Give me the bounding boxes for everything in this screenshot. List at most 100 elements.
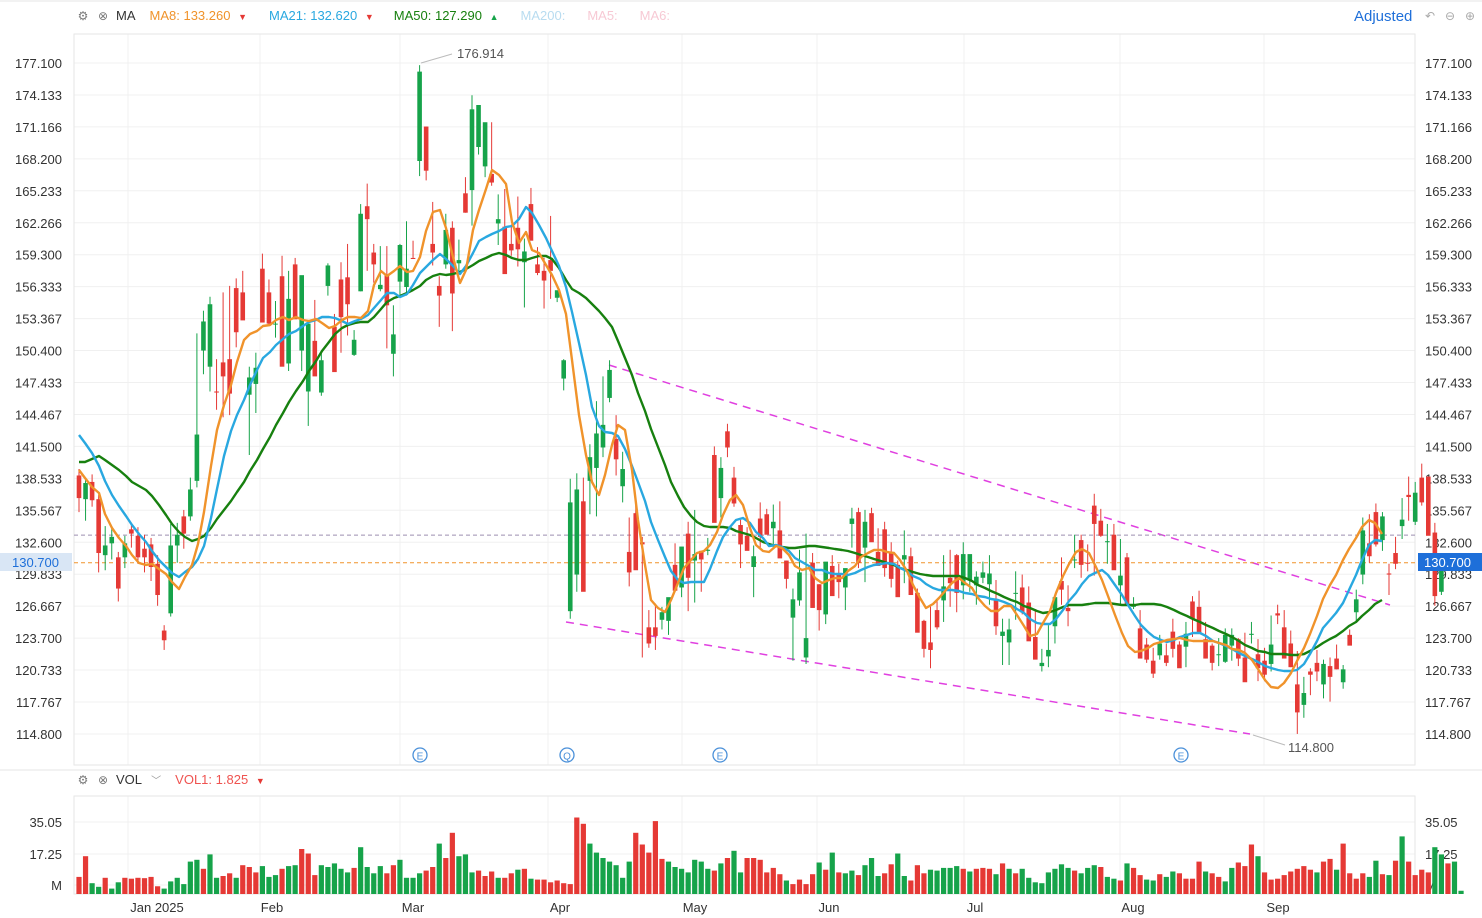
event-marker-e — [412, 747, 428, 763]
y-tick-label: 162.266 — [1425, 216, 1472, 231]
volume-bar — [816, 862, 822, 894]
candle-body — [705, 549, 711, 551]
volume-bar — [659, 858, 665, 894]
volume-bar — [246, 867, 252, 894]
volume-bar — [1072, 870, 1078, 894]
volume-bar — [1353, 878, 1359, 894]
y-tick-label: 147.433 — [1425, 376, 1472, 391]
volume-bar — [528, 878, 534, 894]
candle-body — [463, 193, 468, 213]
candle-body — [273, 323, 278, 325]
down-arrow-icon: ▼ — [364, 12, 374, 22]
candle-body — [757, 518, 763, 537]
volume-bar — [423, 870, 429, 894]
volume-bar — [724, 858, 731, 894]
volume-bar — [554, 880, 560, 894]
y-tick-label: 168.200 — [15, 152, 62, 167]
volume-bar — [1347, 873, 1353, 894]
volume-bar — [882, 873, 888, 894]
candle-body — [319, 360, 324, 393]
ma50-legend[interactable]: MA50: 127.290 ▲ — [394, 8, 499, 23]
candle-body — [600, 424, 606, 448]
volume-bar — [1406, 861, 1412, 894]
candle-body — [980, 572, 986, 578]
candle-body — [1386, 573, 1392, 575]
volume-bar — [515, 869, 521, 894]
volume-bar — [1399, 836, 1405, 894]
volume-bar — [652, 821, 658, 894]
volume-bar — [888, 864, 894, 894]
volume-bar — [305, 853, 311, 894]
ma200-legend[interactable]: MA200: — [520, 8, 566, 23]
candle-body — [902, 555, 907, 560]
x-tick-label: Jun — [819, 900, 840, 915]
y-tick-label: 159.300 — [1425, 248, 1472, 263]
volume-bar — [82, 856, 89, 894]
volume-bar — [279, 868, 285, 894]
volume-bar — [606, 861, 613, 894]
volume-bar — [115, 882, 121, 894]
candle-body — [351, 339, 357, 355]
volume-bar — [868, 858, 875, 894]
candle-body — [469, 109, 475, 191]
volume-bar — [443, 858, 449, 894]
volume-indicator-label[interactable]: VOL ﹀ — [116, 772, 161, 787]
candle-body — [286, 298, 291, 364]
candle-body — [1085, 562, 1090, 564]
volume-bar — [489, 871, 495, 894]
candle-body — [102, 545, 108, 556]
channel-lines — [565, 364, 1391, 735]
volume-bar — [220, 876, 226, 894]
volume-bar — [1458, 890, 1464, 894]
volume-bar — [548, 882, 554, 894]
y-tick-label: 168.200 — [1425, 152, 1472, 167]
candle-body — [96, 499, 101, 554]
high-leader-line — [420, 53, 453, 64]
ma21-legend[interactable]: MA21: 132.620 ▼ — [269, 8, 374, 23]
indicator-label[interactable]: MA — [116, 8, 136, 23]
close-icon[interactable]: ⊗ — [97, 8, 109, 23]
ma8-legend[interactable]: MA8: 133.260 ▼ — [150, 8, 248, 23]
gear-icon[interactable]: ⚙ — [77, 8, 89, 23]
candle-body — [967, 554, 973, 580]
undo-icon[interactable]: ↶ — [1424, 9, 1436, 23]
candle-body — [1046, 649, 1051, 657]
ma21-line — [78, 205, 1383, 673]
volume-tick-label: 17.25 — [29, 847, 62, 862]
y-tick-label: 162.266 — [15, 216, 62, 231]
vol1-legend[interactable]: VOL1: 1.825 ▼ — [175, 772, 265, 787]
volume-bar — [1360, 873, 1366, 894]
volume-bar — [1307, 869, 1313, 894]
volume-bar — [1242, 866, 1248, 894]
y-tick-label: 123.700 — [15, 631, 62, 646]
vol-label: VOL — [116, 772, 142, 787]
volume-bar — [1104, 876, 1110, 894]
zoom-out-icon[interactable]: ⊖ — [1444, 9, 1456, 23]
volume-bar — [954, 866, 960, 894]
current-price-right: 130.700 — [1424, 555, 1471, 570]
volume-bar — [233, 877, 239, 894]
candle-body — [384, 275, 390, 306]
volume-bar — [312, 875, 318, 894]
candle-body — [1367, 543, 1372, 557]
volume-bar — [973, 868, 979, 894]
ma5-legend[interactable]: MA5: — [587, 8, 618, 23]
gear-icon[interactable]: ⚙ — [77, 772, 89, 787]
volume-bar — [803, 884, 809, 894]
volume-bar — [240, 865, 246, 894]
ma6-legend[interactable]: MA6: — [639, 8, 671, 23]
volume-bar — [679, 868, 685, 894]
candle-body — [1275, 613, 1280, 616]
candle-body — [142, 548, 147, 558]
zoom-in-icon[interactable]: ⊕ — [1464, 9, 1476, 23]
volume-bar — [1275, 878, 1281, 894]
volume-bar — [299, 849, 305, 894]
volume-bar — [227, 873, 233, 894]
volume-bar — [692, 859, 698, 894]
candle-body — [666, 597, 671, 621]
adjusted-toggle[interactable]: Adjusted — [1354, 8, 1413, 25]
candle-body — [797, 572, 802, 601]
close-icon[interactable]: ⊗ — [97, 772, 109, 787]
